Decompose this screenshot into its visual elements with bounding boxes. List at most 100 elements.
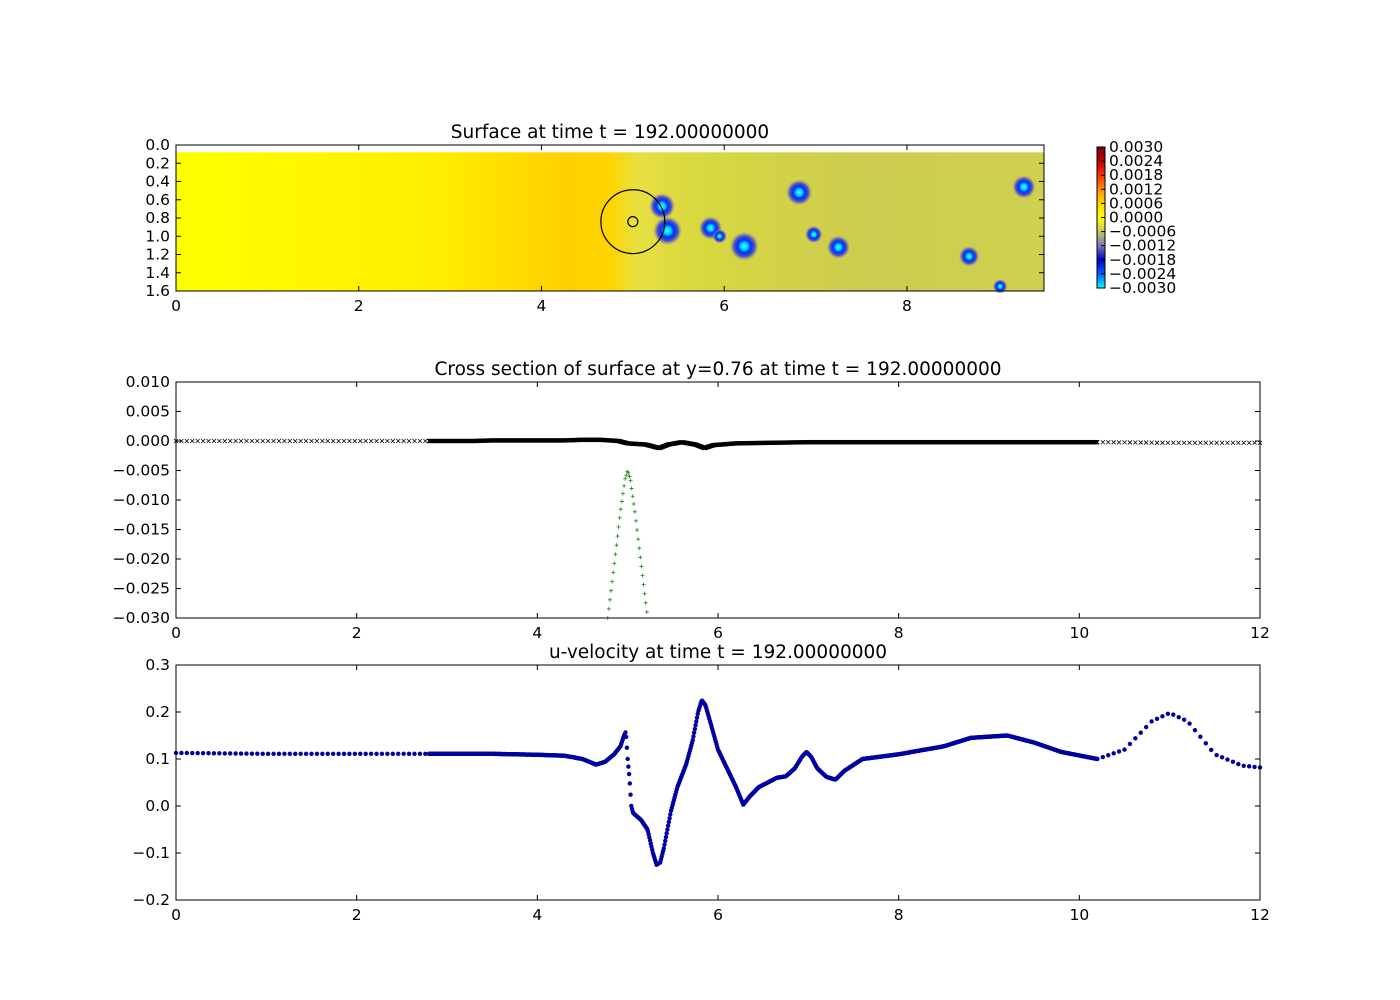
cross-section-x-marker [1230,440,1236,446]
cross-section-x-marker [417,438,423,444]
cross-section-x-marker [1122,440,1127,445]
u-velocity-y-tick-label: 0.0 [145,797,170,815]
u-velocity-point [664,831,669,836]
u-velocity-point [206,751,211,756]
u-velocity-point [298,751,303,757]
u-velocity-point [663,838,668,843]
cross-section-y-tick-label: −0.020 [113,550,170,568]
cross-section-x-marker [395,438,401,444]
surface-heatmap-y-tick-label: 1.4 [145,264,170,282]
cross-section-x-marker [1187,440,1192,446]
cross-section-x-marker [423,438,428,444]
u-velocity-point [662,842,667,847]
cross-section-x-marker [1236,440,1241,446]
cross-section-x-marker [347,438,352,444]
u-velocity-x-tick-label: 6 [713,906,723,924]
u-velocity-point [1100,754,1106,760]
cross-section-y-tick-label: 0.005 [126,403,170,421]
cross-section-x-marker [271,438,276,444]
cross-section-frame [175,381,1261,619]
obstacle-outer-circle [600,189,666,255]
u-velocity-point [667,816,672,821]
cross-section-x-marker [368,438,374,444]
surface-heatmap-y-tick-label: 1.2 [145,246,170,264]
u-velocity-point [1116,749,1122,754]
u-velocity-point [1111,751,1116,756]
u-velocity-point [1198,734,1203,739]
u-velocity-point [627,781,633,786]
cross-section-plus-marker [616,524,621,529]
u-velocity-point [309,751,314,757]
surface-dip-spot [785,179,813,206]
u-velocity-point [665,823,671,828]
u-velocity-point [217,751,222,756]
u-velocity-point [623,730,628,735]
surface-dip-spot [712,228,727,244]
cross-section-x-marker [1219,440,1225,446]
u-velocity-point [1127,741,1133,747]
cross-section-plus-marker [622,483,627,488]
u-velocity-point [661,846,666,851]
u-velocity-x-tick-label: 10 [1069,906,1089,924]
colorbar-tick-label: 0.0000 [1109,209,1163,227]
cross-section-plus-marker [607,597,612,602]
u-velocity-point [665,827,670,832]
u-velocity-point [1241,763,1246,768]
u-velocity-point [325,751,330,757]
colorbar-tick-label: 0.0012 [1109,180,1163,198]
u-velocity-point [624,745,630,750]
colorbar-tick-label: 0.0030 [1109,138,1163,156]
u-velocity-point [1149,719,1154,724]
cross-section-title: Cross section of surface at y=0.76 at ti… [434,359,1001,380]
cross-section-x-marker [401,438,406,444]
cross-section-y-tick-label: −0.025 [113,580,170,598]
surface-dip-spot [729,231,759,261]
cross-section-plus-marker [630,494,635,499]
cross-section-x-marker [1203,440,1209,446]
surface-dip-spot [652,216,683,246]
cross-section-x-marker [314,438,320,444]
surface-heatmap-y-tick-label: 0.6 [145,191,170,209]
u-velocity-point [233,751,238,756]
colorbar-tick-label: 0.0024 [1109,152,1163,170]
cross-section-plus-marker [642,591,647,596]
u-velocity-y-tick-label: −0.2 [132,891,170,909]
cross-section-y-tick-label: 0.000 [126,432,170,450]
cross-section-x-marker [1165,440,1171,446]
u-velocity-x-tick-label: 2 [352,906,362,924]
surface-heatmap-frame [175,144,1045,292]
surface-dip-spot [804,225,823,244]
u-velocity-point [1095,756,1100,762]
cross-section-y-tick-label: −0.010 [113,491,170,509]
cross-section-plus-marker [639,564,644,569]
u-velocity-point [347,751,352,757]
colorbar-tick-label: −0.0024 [1109,265,1176,283]
cross-section-x-marker [325,438,331,444]
u-velocity-point [314,751,320,757]
u-velocity-point [1133,736,1138,741]
surface-heatmap-x-tick-label: 2 [354,297,364,315]
u-velocity-point [423,751,428,757]
cross-section-x-marker [352,438,358,444]
cross-section-x-marker [1138,440,1144,445]
cross-section-x-tick-label: 6 [713,624,723,642]
u-velocity-point [184,750,190,756]
cross-section-x-marker [1198,440,1203,446]
u-velocity-point [624,734,629,740]
u-velocity-point [1138,730,1143,735]
cross-section-x-marker [179,438,184,444]
u-velocity-point [1192,727,1198,733]
cross-section-x-marker [282,438,287,444]
cross-section-x-marker [265,438,271,444]
u-velocity-point [1106,753,1111,758]
u-velocity-x-tick-label: 4 [532,906,542,924]
cross-section-x-marker [211,438,217,444]
u-velocity-point [1181,717,1187,722]
u-velocity-frame [175,664,1261,901]
cross-section-plus-marker [632,509,637,514]
obstacle-inner-circle [627,216,639,228]
cross-section-plus-marker [611,570,616,575]
cross-section-plus-marker [633,518,638,523]
cross-section-x-marker [260,438,266,444]
u-velocity-point [195,750,200,756]
